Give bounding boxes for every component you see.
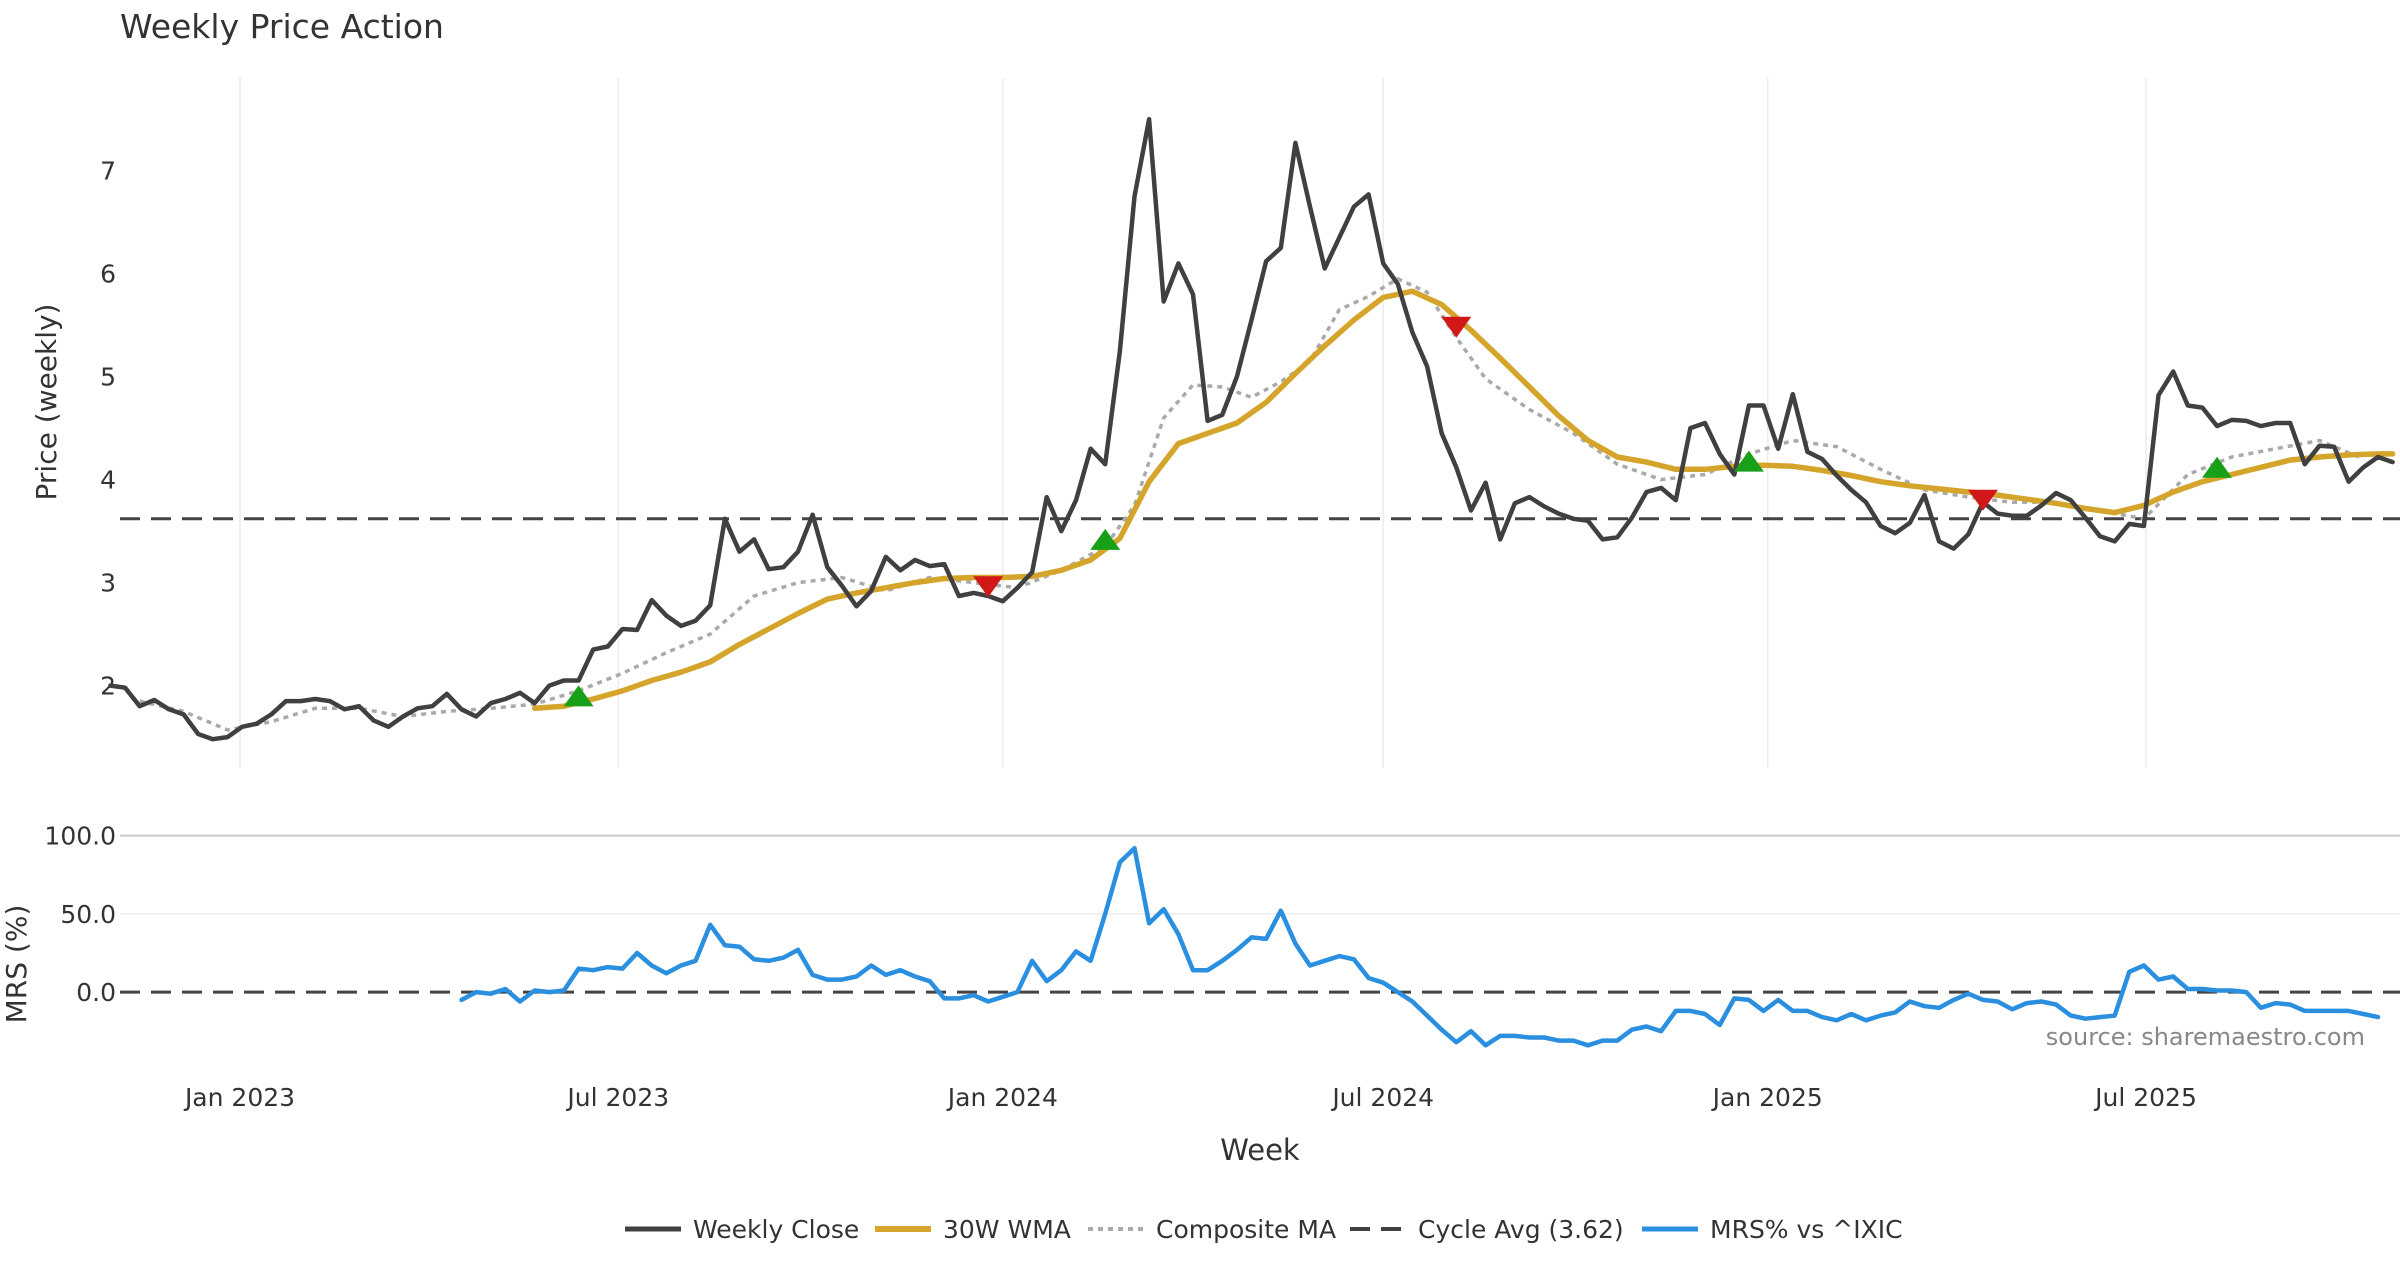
x-tick-label: Jul 2024	[1330, 1083, 1434, 1112]
mrs-y-tick-label: 50.0	[60, 900, 116, 929]
x-tick-label: Jul 2023	[565, 1083, 669, 1112]
weekly-close-line	[108, 116, 2395, 742]
mrs-axis-label: MRS (%)	[0, 905, 33, 1024]
legend: Weekly Close 30W WMA Composite MA Cycle Avg…	[625, 1215, 1903, 1244]
x-axis-label: Week	[1220, 1133, 1300, 1167]
x-tick-label: Jan 2024	[946, 1083, 1058, 1112]
price-y-ticks: 2 3 4 5 6 7	[100, 157, 116, 701]
buy-signal-marker	[2202, 456, 2233, 478]
price-axis-label: Price (weekly)	[30, 304, 63, 501]
legend-label: 30W WMA	[943, 1215, 1071, 1244]
signal-markers	[563, 316, 2233, 707]
price-y-tick-label: 3	[100, 569, 116, 598]
legend-label: Composite MA	[1156, 1215, 1336, 1244]
legend-item-mrs: MRS% vs ^IXIC	[1642, 1215, 1903, 1244]
price-y-tick-label: 7	[100, 157, 116, 186]
price-y-tick-label: 2	[100, 672, 116, 701]
legend-item-close: Weekly Close	[625, 1215, 859, 1244]
mrs-y-tick-label: 100.0	[44, 822, 116, 851]
mrs-grid	[120, 834, 2400, 915]
x-tick-label: Jul 2025	[2093, 1083, 2197, 1112]
price-y-tick-label: 6	[100, 260, 116, 289]
price-y-tick-label: 4	[100, 466, 116, 495]
chart-title: Weekly Price Action	[120, 7, 444, 46]
sell-signal-marker	[1441, 316, 1472, 338]
buy-signal-marker	[1733, 450, 1764, 472]
mrs-line	[459, 845, 2381, 1048]
x-tick-label: Jan 2025	[1711, 1083, 1823, 1112]
buy-signal-marker	[1090, 528, 1121, 550]
sell-signal-marker	[1967, 489, 1998, 511]
price-y-tick-label: 5	[100, 363, 116, 392]
legend-label: MRS% vs ^IXIC	[1710, 1215, 1903, 1244]
legend-label: Weekly Close	[693, 1215, 859, 1244]
composite-ma-line	[139, 277, 2365, 732]
legend-label: Cycle Avg (3.62)	[1418, 1215, 1624, 1244]
mrs-y-tick-label: 0.0	[76, 978, 116, 1007]
legend-item-cycle: Cycle Avg (3.62)	[1350, 1215, 1624, 1244]
mrs-y-ticks: 0.0 50.0 100.0	[44, 822, 116, 1007]
buy-signal-marker	[563, 685, 594, 707]
sell-signal-marker	[973, 576, 1004, 598]
x-tick-label: Jan 2023	[183, 1083, 295, 1112]
source-credit: source: sharemaestro.com	[2046, 1023, 2365, 1051]
legend-item-comp: Composite MA	[1088, 1215, 1336, 1244]
legend-item-wma: 30W WMA	[875, 1215, 1071, 1244]
x-tick-labels: Jan 2023 Jul 2023 Jan 2024 Jul 2024 Jan 2025…	[183, 1083, 2197, 1112]
